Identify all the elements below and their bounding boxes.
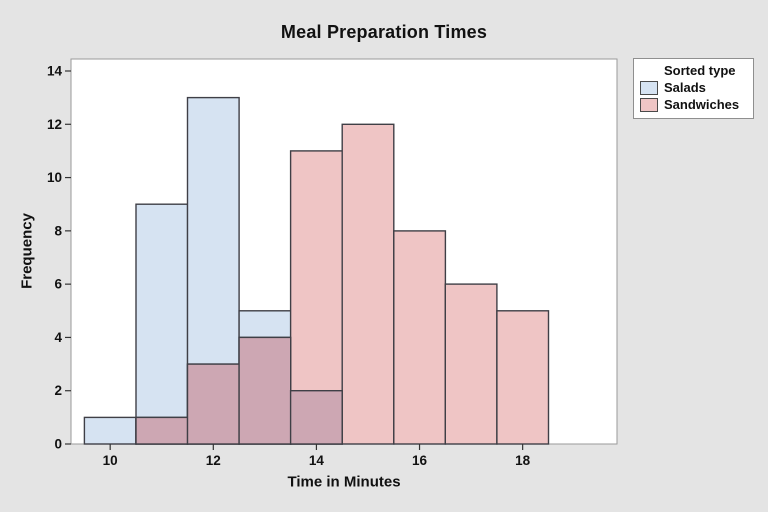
sandwiches-bar — [341, 123, 395, 445]
sandwiches-bar — [496, 310, 550, 445]
y-tick-label: 10 — [47, 170, 62, 185]
salads-bar — [83, 416, 137, 445]
sandwiches-swatch-icon — [640, 97, 658, 112]
y-tick-label: 8 — [54, 223, 62, 238]
y-axis-label: Frequency — [18, 213, 36, 289]
overlap-region — [186, 363, 240, 445]
overlap-region — [238, 336, 292, 445]
x-tick-label: 10 — [103, 453, 118, 468]
legend-label-sandwiches: Sandwiches — [664, 97, 740, 112]
y-tick-label: 12 — [47, 117, 62, 132]
x-tick-label: 18 — [515, 453, 531, 468]
y-tick-label: 6 — [54, 277, 62, 292]
legend-item-sandwiches: Sandwiches — [640, 97, 748, 112]
sandwiches-bar — [444, 283, 498, 445]
x-tick-label: 16 — [412, 453, 428, 468]
legend: Sorted type Salads Sandwiches — [633, 58, 754, 119]
salads-swatch-icon — [640, 80, 658, 95]
salads-bar — [135, 203, 189, 445]
legend-title: Sorted type — [664, 63, 736, 78]
sandwiches-bar — [393, 230, 447, 445]
x-axis-label: Time in Minutes — [287, 473, 401, 491]
overlap-region — [135, 416, 189, 445]
y-tick-label: 0 — [54, 437, 62, 452]
x-tick-label: 12 — [206, 453, 221, 468]
chart-title: Meal Preparation Times — [280, 22, 488, 42]
x-tick-label: 14 — [309, 453, 325, 468]
legend-label-salads: Salads — [664, 80, 706, 95]
y-tick-label: 2 — [54, 383, 62, 398]
legend-item-salads: Salads — [640, 80, 748, 95]
y-tick-label: 4 — [54, 330, 62, 345]
overlap-region — [289, 390, 343, 445]
y-tick-label: 14 — [47, 64, 63, 79]
